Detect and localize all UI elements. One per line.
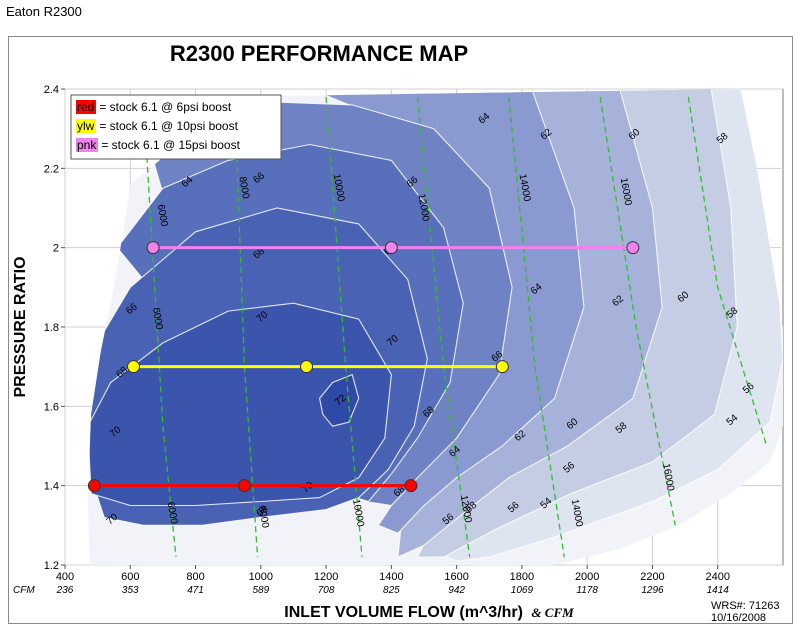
cfm-tick-label-9: 1296 [641, 585, 664, 596]
speed-line-6 [687, 96, 768, 447]
speed-label-2-0: 10000 [331, 173, 347, 203]
legend-entry-pnk: pnk = stock 6.1 @ 15psi boost [76, 138, 241, 152]
performance-map-chart: R2300 PERFORMANCE MAP 646664666260586868… [12, 41, 784, 624]
speed-labels: 6000 6000 6000 8000 8000 10000 10000 12000 12000… [150, 173, 676, 529]
series-point-pnk-0 [146, 241, 160, 255]
y-tick-label-2: 1.6 [44, 401, 59, 413]
cfm-tick-label-8: 1178 [576, 585, 598, 596]
series-point-red-1 [238, 479, 251, 493]
speed-label-0-0: 6000 [155, 204, 170, 228]
cfm-tick-label-4: 708 [318, 585, 335, 596]
x-tick-label-7: 1800 [510, 571, 534, 583]
legend-swatch-red [76, 100, 96, 114]
legend-key-pnk: pnk [77, 138, 97, 152]
cfm-tick-label-2: 471 [187, 585, 204, 596]
boost-series [87, 241, 640, 493]
page-title: Eaton R2300 [6, 4, 82, 19]
legend-entry-red: red = stock 6.1 @ 6psi boost [76, 100, 232, 114]
speed-label-3-0: 12000 [415, 193, 431, 223]
x-tick-label-9: 2200 [640, 571, 664, 583]
y-tick-label-6: 2.4 [44, 84, 59, 96]
legend-key-red: red [77, 100, 94, 114]
speed-label-5-1: 16000 [660, 463, 676, 493]
x-tick-label-4: 1200 [314, 571, 338, 583]
cfm-tick-label-5: 825 [383, 585, 400, 596]
x-axis-suffix: & CFM [531, 605, 574, 620]
y-tick-label-3: 1.8 [44, 322, 59, 334]
x-axis-ticks: 400 600 800 1000 1200 1400 1600 1800 2000 2200 240… [56, 565, 730, 583]
series-point-red-2 [404, 479, 418, 493]
x-tick-label-8: 2000 [575, 571, 599, 583]
legend-text-red: = stock 6.1 @ 6psi boost [96, 100, 232, 114]
contour-bands [87, 89, 783, 565]
efficiency-contours [87, 89, 783, 565]
cfm-tick-label-3: 589 [252, 585, 269, 596]
legend-swatch-ylw [76, 119, 96, 133]
speed-label-4-1: 14000 [569, 498, 585, 528]
x-tick-label-10: 2400 [705, 571, 729, 583]
cfm-tick-label-7: 1069 [511, 585, 534, 596]
series-point-pnk-1 [384, 241, 398, 255]
y-tick-label-5: 2.2 [44, 163, 59, 175]
annotation-wrs: WRS#: 71263 [711, 600, 779, 612]
cfm-tick-label-0: 236 [56, 585, 74, 596]
speed-label-5-0: 16000 [618, 177, 634, 207]
legend-entry-ylw: ylw = stock 6.1 @ 10psi boost [76, 119, 239, 133]
series-point-ylw-1 [300, 360, 314, 374]
legend-key-ylw: ylw [77, 119, 95, 133]
series-point-red-0 [87, 479, 101, 493]
speed-label-0-2: 6000 [165, 501, 180, 525]
x-axis-label: INLET VOLUME FLOW (m^3/hr) & CFM [284, 604, 574, 621]
legend-text-ylw: = stock 6.1 @ 10psi boost [96, 119, 239, 133]
x-tick-label-1: 600 [121, 571, 139, 583]
annotation-date: 10/16/2008 [711, 612, 766, 624]
contour-band-8 [319, 373, 360, 427]
y-axis-label: PRESSURE RATIO [12, 256, 29, 397]
chart-frame: R2300 PERFORMANCE MAP 646664666260586868… [8, 36, 793, 624]
legend-text-pnk: = stock 6.1 @ 15psi boost [98, 138, 241, 152]
y-tick-label-4: 2 [53, 243, 59, 255]
y-axis-ticks: 1.2 1.4 1.6 1.8 2 2.2 2.4 [44, 84, 65, 572]
series-point-ylw-2 [495, 360, 509, 374]
cfm-tick-label-10: 1414 [707, 585, 730, 596]
cfm-axis-label: CFM [13, 585, 35, 596]
cfm-tick-label-6: 942 [448, 585, 465, 596]
speed-line-4 [508, 96, 565, 558]
chart-title: R2300 PERFORMANCE MAP [170, 41, 468, 66]
speed-line-5 [599, 96, 676, 526]
speed-label-2-1: 10000 [350, 498, 366, 528]
legend-swatch-pnk [76, 138, 98, 152]
x-tick-label-6: 1600 [444, 571, 468, 583]
speed-label-3-1: 12000 [458, 494, 474, 524]
x-tick-label-5: 1400 [379, 571, 403, 583]
speed-label-1-0: 8000 [236, 176, 251, 200]
x-tick-label-2: 800 [186, 571, 204, 583]
speed-label-4-0: 14000 [517, 173, 533, 203]
x-axis-title: INLET VOLUME FLOW (m^3/hr) [284, 604, 523, 621]
series-point-pnk-2 [626, 241, 640, 255]
x-tick-label-3: 1000 [249, 571, 273, 583]
y-tick-label-0: 1.2 [44, 560, 59, 572]
speed-label-1-1: 8000 [256, 505, 271, 529]
legend-box [70, 94, 282, 160]
y-tick-label-1: 1.4 [44, 481, 59, 493]
series-point-ylw-0 [127, 360, 141, 374]
x-tick-label-0: 400 [56, 571, 74, 583]
cfm-tick-label-1: 353 [122, 585, 139, 596]
legend: red = stock 6.1 @ 6psi boost ylw = stock… [70, 94, 282, 160]
annotation-stamp: WRS#: 71263 10/16/2008 [711, 600, 779, 624]
cfm-axis-ticks: 236 353 471 589 708 825 942 1069 1178 1296 1414 [56, 585, 730, 596]
contour-band-7 [87, 302, 392, 507]
speed-label-0-1: 6000 [150, 307, 165, 331]
